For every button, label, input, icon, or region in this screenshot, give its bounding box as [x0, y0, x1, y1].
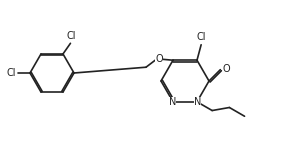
Text: O: O	[155, 54, 163, 64]
Text: N: N	[194, 97, 201, 107]
Text: O: O	[223, 64, 230, 74]
Text: Cl: Cl	[6, 68, 16, 78]
Text: N: N	[169, 97, 176, 107]
Text: Cl: Cl	[66, 32, 76, 41]
Text: Cl: Cl	[196, 32, 206, 42]
